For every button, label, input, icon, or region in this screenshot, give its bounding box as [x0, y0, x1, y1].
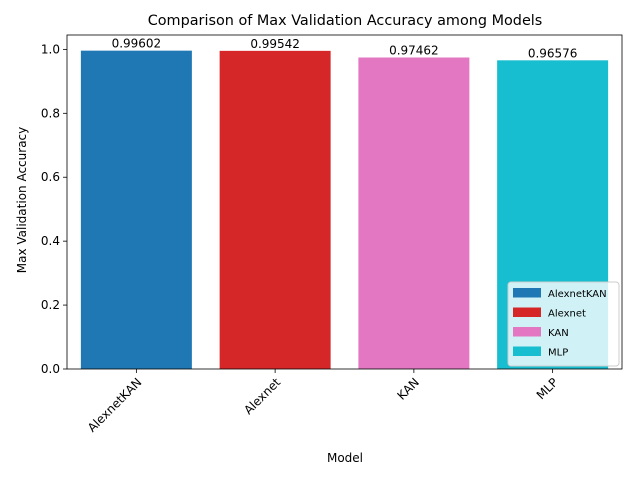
- y-axis-label: Max Validation Accuracy: [15, 127, 29, 273]
- data-label-mlp: 0.96576: [528, 46, 578, 60]
- legend-swatch-alexnet: [513, 307, 541, 317]
- bars-layer: 0.99602 0.99542 0.97462 0.96576: [80, 37, 609, 370]
- legend-swatch-mlp: [513, 346, 541, 356]
- data-label-alexnetkan: 0.99602: [112, 37, 162, 51]
- y-tick-label: 0.6: [41, 170, 60, 184]
- bar-alexnetkan: [80, 50, 192, 370]
- legend-swatch-alexnetkan: [513, 288, 541, 298]
- legend-swatch-kan: [513, 327, 541, 337]
- legend-frame: [507, 281, 620, 367]
- data-label-alexnet: 0.99542: [250, 37, 300, 51]
- legend-label-alexnetkan: AlexnetKAN: [548, 289, 607, 300]
- bar-alexnet: [219, 50, 331, 370]
- data-label-kan: 0.97462: [389, 43, 439, 57]
- y-tick-label: 0.4: [41, 234, 60, 248]
- x-axis-label: Model: [327, 451, 363, 465]
- legend-label-mlp: MLP: [548, 348, 568, 359]
- y-tick-label: 1.0: [41, 42, 60, 56]
- chart-title: Comparison of Max Validation Accuracy am…: [148, 13, 543, 29]
- legend-label-kan: KAN: [548, 328, 569, 339]
- plot-frame: [66, 34, 623, 370]
- legend-label-alexnet: Alexnet: [548, 309, 586, 320]
- y-tick-label: 0.2: [41, 298, 60, 312]
- y-tick-label: 0.0: [41, 362, 60, 376]
- y-tick-label: 0.8: [41, 106, 60, 120]
- bar-kan: [358, 57, 470, 369]
